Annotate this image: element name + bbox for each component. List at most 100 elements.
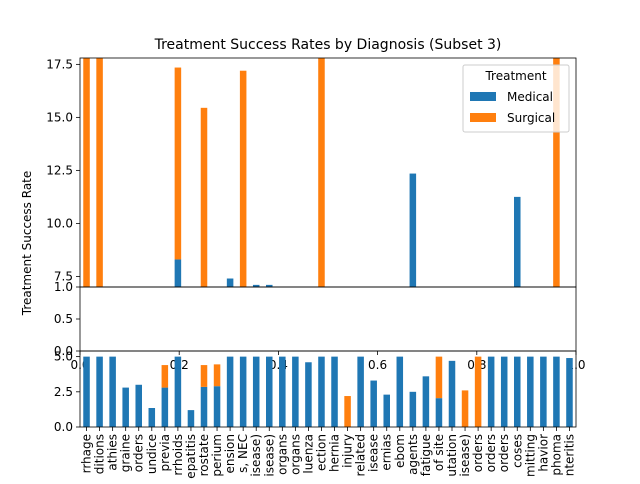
bar-surgical (83, 58, 90, 287)
bar-medical (514, 356, 521, 427)
bar-surgical (96, 58, 103, 287)
bar-medical (422, 376, 430, 427)
bar-medical (514, 196, 521, 287)
bar-surgical (174, 67, 182, 260)
bar-surgical (435, 356, 443, 399)
chart-panels: 7.510.012.515.017.50.00.51.00.00.20.40.6… (46, 57, 585, 479)
bar-surgical (200, 107, 208, 287)
bar-medical (174, 356, 182, 427)
panel-1-bars (83, 58, 560, 287)
chart-legend: Treatment Medical Surgical (462, 64, 570, 133)
category-label: epatitis (184, 434, 198, 479)
category-label: undice (145, 434, 159, 474)
bar-medical (566, 358, 573, 427)
category-label: s, NEC (236, 434, 250, 473)
bar-surgical (161, 365, 169, 388)
bar-medical (305, 362, 312, 427)
bar-medical (148, 408, 156, 427)
bar-surgical (461, 390, 469, 427)
category-label: coses (510, 434, 524, 468)
y-tick-label: 15.0 (46, 110, 73, 124)
y-tick-label: 1.0 (54, 280, 73, 294)
bar-medical (357, 356, 364, 427)
bar-medical (96, 356, 103, 427)
category-label: ection (314, 434, 328, 471)
bar-medical (553, 356, 560, 427)
legend-swatch-surgical (470, 113, 496, 122)
category-label: phoma (549, 434, 563, 476)
bar-medical (109, 356, 116, 427)
category-label: luenza (301, 434, 315, 474)
bar-medical (487, 356, 495, 427)
bar-medical (500, 356, 508, 427)
category-label: mitting (523, 434, 537, 477)
bar-medical (370, 380, 377, 427)
bar-medical (122, 387, 129, 427)
panel-3-bars (83, 356, 573, 427)
category-label: orders (484, 434, 498, 472)
bar-medical (252, 356, 260, 427)
category-label: nteritis (562, 434, 576, 476)
y-axis-label: Treatment Success Rate (20, 171, 34, 317)
legend-title: Treatment (484, 69, 546, 83)
bar-medical (540, 356, 547, 427)
category-label: ension (223, 434, 237, 474)
bar-surgical (239, 70, 247, 287)
category-label: orders (497, 434, 511, 472)
bar-surgical (553, 58, 560, 287)
category-label: isease) (249, 434, 263, 477)
category-label: rrhoids (171, 434, 185, 476)
category-label: isease) (262, 434, 276, 477)
category-label: orders (471, 434, 485, 472)
category-label: orders (132, 434, 146, 472)
bar-medical (396, 356, 404, 427)
legend-swatch-medical (470, 92, 496, 101)
category-label: previa (158, 434, 172, 471)
category-label: fatigue (419, 434, 433, 476)
y-tick-label: 2.5 (54, 385, 73, 399)
category-label: ditions (93, 434, 107, 474)
bar-medical (266, 284, 273, 287)
bar-medical (409, 173, 417, 287)
category-label: isease) (458, 434, 472, 477)
bar-surgical (213, 364, 221, 387)
bar-medical (409, 391, 417, 427)
bar-medical (83, 356, 90, 427)
bar-medical (292, 356, 299, 427)
y-tick-label: 10.0 (46, 216, 73, 230)
category-label: organs (275, 434, 289, 475)
bar-medical (331, 356, 338, 427)
y-tick-label: 5.0 (54, 350, 73, 364)
bar-medical (187, 410, 195, 427)
category-label: related (354, 434, 368, 476)
bar-medical (226, 278, 234, 287)
bar-medical (135, 384, 142, 427)
bar-medical (279, 356, 286, 427)
bar-surgical (344, 396, 351, 427)
category-label: hernia (328, 434, 342, 472)
bar-medical (266, 356, 273, 427)
y-tick-label: 0.5 (54, 312, 73, 326)
category-label: isease (367, 434, 381, 472)
bar-medical (239, 356, 247, 427)
category-label: athies (106, 434, 120, 471)
bar-medical (161, 387, 169, 427)
category-label: utation (445, 434, 459, 477)
category-label: organs (288, 434, 302, 475)
bar-medical (318, 356, 325, 427)
bar-medical (174, 259, 182, 287)
legend-label-medical: Medical (507, 90, 553, 104)
category-label: agents (406, 434, 420, 475)
panel-2-frame (79, 286, 577, 352)
legend-label-surgical: Surgical (507, 111, 555, 125)
bar-medical (213, 386, 221, 427)
bar-medical (435, 398, 443, 427)
y-tick-label: 0.0 (54, 420, 73, 434)
bar-medical (200, 386, 208, 427)
category-label: ebom (393, 434, 407, 468)
category-label: graine (119, 434, 133, 472)
chart-title: Treatment Success Rates by Diagnosis (Su… (154, 37, 502, 53)
y-tick-label: 0.0 (54, 344, 73, 358)
